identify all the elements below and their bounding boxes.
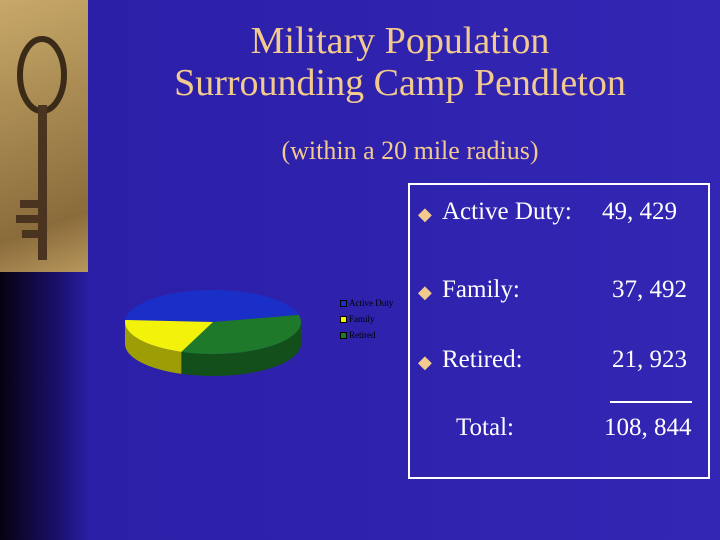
family-value: 37, 492 — [612, 276, 687, 303]
pie-slice-active-duty — [125, 290, 299, 322]
slide-subtitle: (within a 20 mile radius) — [281, 136, 539, 165]
pie-side-retired — [125, 322, 182, 374]
legend-item-retired: Retired — [340, 330, 376, 340]
total-label: Total: — [456, 414, 514, 441]
pie-chart — [125, 290, 301, 376]
active-duty-value: 49, 429 — [602, 198, 677, 225]
legend-swatch-family — [340, 316, 347, 324]
key-icon — [16, 36, 67, 260]
legend-swatch-retired — [340, 332, 347, 340]
legend-item-active: Active Duty — [340, 298, 393, 308]
legend-item-family: Family — [340, 314, 375, 324]
total-rule — [610, 401, 692, 403]
bullet-icon: ◆ — [418, 282, 432, 302]
retired-label: Retired: — [442, 346, 523, 373]
title-line-1: Military Population — [250, 20, 550, 62]
legend-label-retired: Retired — [349, 330, 376, 340]
bullet-icon: ◆ — [418, 204, 432, 224]
total-value: 108, 844 — [604, 414, 692, 441]
stats-panel — [408, 183, 710, 479]
pie-side-family — [181, 322, 301, 376]
pie-slice-family — [181, 314, 301, 354]
pie-slice-retired — [125, 319, 213, 352]
slide-title: Military Population Surrounding Camp Pen… — [100, 20, 700, 104]
title-line-2: Surrounding Camp Pendleton — [174, 62, 626, 104]
key-photo — [0, 0, 88, 272]
legend-label-active: Active Duty — [349, 298, 394, 308]
retired-value: 21, 923 — [612, 346, 687, 373]
bullet-icon: ◆ — [418, 352, 432, 372]
legend-label-family: Family — [349, 314, 375, 324]
family-label: Family: — [442, 276, 520, 303]
active-duty-label: Active Duty: — [442, 198, 572, 225]
legend-swatch-active — [340, 300, 347, 308]
